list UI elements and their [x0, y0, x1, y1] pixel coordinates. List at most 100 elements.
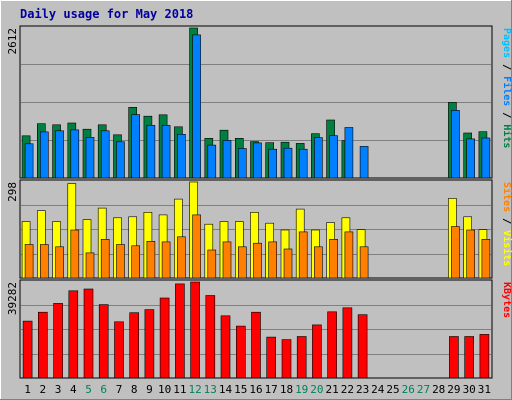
bar-kbytes-kbytes-day-12 — [190, 281, 200, 379]
bar-kbytes-kbytes-day-6 — [98, 304, 109, 379]
bar-kbytes-kbytes-day-18 — [281, 339, 292, 379]
x-tick-label-day-13: 13 — [204, 383, 217, 396]
x-tick-label-day-14: 14 — [219, 383, 233, 396]
panel-hits: 2612 Pages / Files / Hits — [6, 25, 512, 179]
legend-part-visits-0: Sites — [501, 182, 512, 212]
bar-visits-sites-day-14 — [222, 241, 232, 279]
bar-hits-files-day-22 — [344, 127, 354, 179]
panel-visits-max-label: 298 — [6, 182, 19, 202]
bar-visits-sites-day-2 — [39, 244, 49, 279]
bar-kbytes-kbytes-day-9 — [144, 309, 155, 379]
bar-kbytes-kbytes-day-16 — [251, 311, 261, 379]
chart-title: Daily usage for May 2018 — [20, 7, 193, 21]
x-tick-label-day-2: 2 — [39, 383, 46, 396]
bar-visits-sites-day-1 — [24, 244, 34, 279]
bar-hits-files-day-18 — [283, 147, 293, 179]
x-tick-label-day-31: 31 — [478, 383, 491, 396]
x-tick-label-day-17: 17 — [265, 383, 278, 396]
bar-hits-files-day-4 — [70, 129, 80, 179]
bar-kbytes-kbytes-day-5 — [83, 288, 94, 379]
x-tick-label-day-26: 26 — [402, 383, 415, 396]
bar-visits-sites-day-15 — [238, 246, 247, 279]
panel-visits: 298 Sites / Visits — [6, 179, 512, 279]
bar-visits-sites-day-16 — [253, 242, 262, 279]
x-tick-label-day-11: 11 — [173, 383, 186, 396]
bar-visits-sites-day-19 — [298, 231, 308, 279]
x-tick-label-day-9: 9 — [146, 383, 153, 396]
bar-hits-files-day-31 — [481, 137, 491, 179]
x-tick-label-day-1: 1 — [24, 383, 31, 396]
legend-part-hits-3: / — [501, 106, 512, 124]
panel-hits-legend: Pages / Files / Hits — [501, 28, 512, 148]
bar-hits-files-day-20 — [314, 137, 323, 179]
x-tick-label-day-30: 30 — [463, 383, 476, 396]
bar-visits-sites-day-4 — [70, 229, 80, 279]
bar-visits-sites-day-3 — [55, 246, 64, 279]
bar-kbytes-kbytes-day-7 — [114, 321, 124, 379]
bar-kbytes-kbytes-day-19 — [296, 336, 307, 379]
bar-visits-sites-day-23 — [359, 246, 369, 279]
legend-part-hits-1: / — [501, 58, 512, 76]
x-tick-label-day-28: 28 — [432, 383, 445, 396]
x-tick-label-day-7: 7 — [116, 383, 123, 396]
bar-visits-sites-day-20 — [314, 246, 323, 279]
bar-kbytes-kbytes-day-22 — [342, 307, 353, 379]
bar-visits-sites-day-17 — [268, 241, 278, 279]
bar-kbytes-kbytes-day-3 — [53, 303, 63, 379]
bar-visits-sites-day-21 — [329, 239, 338, 279]
bar-hits-files-day-12 — [192, 34, 201, 179]
bar-hits-files-day-10 — [161, 125, 171, 179]
bar-hits-files-day-9 — [146, 125, 156, 179]
bar-visits-sites-day-6 — [100, 239, 110, 279]
legend-part-hits-4: Hits — [501, 124, 512, 148]
bar-visits-sites-day-10 — [161, 241, 171, 279]
legend-part-visits-2: Visits — [501, 230, 512, 266]
bar-kbytes-kbytes-day-21 — [327, 311, 337, 379]
bar-kbytes-kbytes-day-10 — [159, 297, 170, 379]
bar-visits-sites-day-11 — [177, 236, 186, 279]
bar-kbytes-kbytes-day-2 — [37, 311, 48, 379]
x-tick-label-day-15: 15 — [234, 383, 247, 396]
x-tick-label-day-23: 23 — [356, 383, 369, 396]
bar-hits-files-day-30 — [466, 138, 476, 179]
x-tick-label-day-4: 4 — [70, 383, 77, 396]
bar-kbytes-kbytes-day-13 — [205, 295, 216, 379]
panel-kbytes: 39282 KBytes — [6, 279, 512, 379]
bar-kbytes-kbytes-day-8 — [129, 312, 139, 379]
bar-visits-sites-day-9 — [146, 241, 156, 279]
x-tick-label-day-6: 6 — [100, 383, 107, 396]
bar-kbytes-kbytes-day-20 — [312, 324, 322, 379]
x-tick-label-day-24: 24 — [371, 383, 385, 396]
bar-kbytes-kbytes-day-15 — [236, 325, 246, 379]
x-tick-label-day-19: 19 — [295, 383, 308, 396]
bar-hits-files-day-13 — [207, 144, 217, 179]
x-tick-label-day-8: 8 — [131, 383, 138, 396]
bar-visits-sites-day-7 — [116, 244, 125, 279]
bar-hits-files-day-15 — [238, 148, 247, 179]
legend-part-hits-0: Pages — [501, 28, 512, 58]
bar-kbytes-kbytes-day-29 — [449, 336, 459, 379]
bar-hits-files-day-17 — [268, 148, 278, 179]
x-tick-label-day-12: 12 — [188, 383, 201, 396]
x-tick-label-day-18: 18 — [280, 383, 293, 396]
bar-hits-files-day-1 — [24, 143, 34, 179]
bar-kbytes-kbytes-day-11 — [175, 283, 185, 379]
bar-hits-files-day-8 — [131, 114, 140, 179]
bar-hits-files-day-5 — [85, 137, 95, 179]
x-tick-label-day-29: 29 — [447, 383, 460, 396]
bar-hits-files-day-14 — [222, 140, 232, 179]
bar-kbytes-kbytes-day-17 — [266, 336, 277, 379]
bar-kbytes-kbytes-day-23 — [357, 314, 368, 379]
bar-visits-sites-day-12 — [192, 214, 201, 279]
bar-hits-files-day-2 — [39, 131, 49, 179]
bar-hits-files-day-21 — [329, 135, 338, 179]
x-tick-label-day-20: 20 — [310, 383, 323, 396]
bar-visits-sites-day-22 — [344, 231, 354, 279]
bar-visits-sites-day-13 — [207, 249, 217, 279]
bar-hits-files-day-3 — [55, 130, 64, 179]
panel-kbytes-legend: KBytes — [501, 282, 512, 318]
bar-hits-files-day-19 — [298, 148, 308, 179]
bar-hits-files-day-7 — [116, 141, 125, 179]
bar-visits-sites-day-18 — [283, 248, 293, 279]
